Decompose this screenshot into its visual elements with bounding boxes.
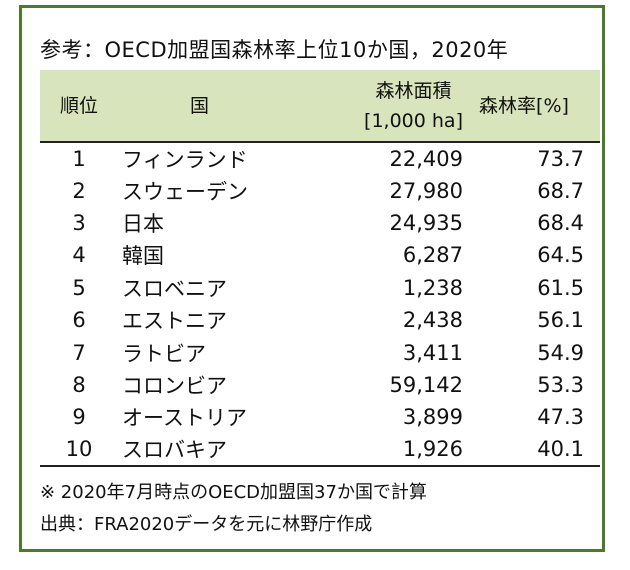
- cell-rank: 1: [72, 146, 86, 171]
- table-row: 4 韓国 6,287 64.5: [40, 239, 600, 271]
- cell-area: 27,980: [389, 178, 463, 203]
- header-rate: 森林率[%]: [463, 70, 600, 143]
- table-row: 9 オーストリア 3,899 47.3: [40, 401, 600, 433]
- cell-rate: 64.5: [537, 243, 584, 268]
- forest-rate-table: 順位 国 森林面積 [1,000 ha] 森林率[%] 1 フィンランド 22,40…: [40, 70, 600, 467]
- page-title: 参考：OECD加盟国森林率上位10か国，2020年: [40, 38, 509, 62]
- table-row: 6 エストニア 2,438 56.1: [40, 304, 600, 336]
- cell-country: エストニア: [122, 309, 227, 334]
- cell-rank: 4: [72, 243, 86, 268]
- header-rank: 順位: [40, 70, 118, 143]
- table-body: 1 フィンランド 22,409 73.7 2 スウェーデン 27,980 68.7 3 日本 24,…: [40, 142, 600, 467]
- header-country: 国: [118, 70, 282, 143]
- cell-rank: 5: [72, 275, 86, 300]
- cell-rate: 47.3: [537, 405, 584, 430]
- table-row: 8 コロンビア 59,142 53.3: [40, 369, 600, 401]
- header-area-line2: [1,000 ha]: [364, 109, 463, 132]
- cell-country: スウェーデン: [122, 179, 248, 204]
- cell-area: 59,142: [389, 372, 463, 397]
- table-row: 3 日本 24,935 68.4: [40, 207, 600, 239]
- cell-rate: 56.1: [537, 308, 584, 333]
- cell-country: スロベニア: [122, 276, 227, 301]
- footnote: ※ 2020年7月時点のOECD加盟国37か国で計算: [40, 482, 427, 503]
- table-row: 1 フィンランド 22,409 73.7: [40, 142, 600, 174]
- header-area-line1: 森林面積: [375, 79, 452, 102]
- cell-rate: 73.7: [537, 146, 584, 171]
- cell-area: 22,409: [389, 146, 463, 171]
- cell-area: 1,238: [402, 275, 463, 300]
- cell-area: 3,899: [402, 405, 463, 430]
- cell-rate: 68.7: [537, 178, 584, 203]
- cell-rank: 7: [72, 340, 86, 365]
- cell-rate: 40.1: [463, 433, 600, 467]
- cell-rank: 2: [72, 178, 86, 203]
- cell-rank: 3: [72, 210, 86, 235]
- table-row: 2 スウェーデン 27,980 68.7: [40, 174, 600, 206]
- table-row: 10 スロバキア 1,926 40.1: [40, 433, 600, 467]
- cell-country: スロバキア: [118, 433, 282, 467]
- header-area: 森林面積 [1,000 ha]: [282, 70, 463, 143]
- cell-country: コロンビア: [122, 373, 227, 398]
- cell-country: オーストリア: [122, 406, 247, 431]
- cell-rank: 6: [72, 308, 86, 333]
- cell-rate: 61.5: [537, 275, 584, 300]
- cell-country: 韓国: [122, 244, 164, 269]
- header-row: 順位 国 森林面積 [1,000 ha] 森林率[%]: [40, 70, 600, 143]
- cell-area: 3,411: [402, 340, 463, 365]
- cell-area: 24,935: [389, 210, 463, 235]
- cell-rate: 54.9: [537, 340, 584, 365]
- cell-country: 日本: [122, 211, 164, 236]
- cell-rate: 68.4: [537, 210, 584, 235]
- source-note: 出典：FRA2020データを元に林野庁作成: [40, 514, 373, 535]
- cell-rate: 53.3: [537, 372, 584, 397]
- header-area-text: 森林面積 [1,000 ha]: [364, 76, 463, 136]
- cell-country: ラトビア: [122, 341, 206, 366]
- cell-rank: 10: [40, 433, 118, 467]
- table-row: 7 ラトビア 3,411 54.9: [40, 336, 600, 368]
- cell-area: 2,438: [402, 308, 463, 333]
- cell-rank: 9: [72, 405, 86, 430]
- table-row: 5 スロベニア 1,238 61.5: [40, 272, 600, 304]
- cell-rank: 8: [72, 372, 86, 397]
- cell-area: 1,926: [282, 433, 463, 467]
- cell-country: フィンランド: [122, 147, 248, 172]
- table-header: 順位 国 森林面積 [1,000 ha] 森林率[%]: [40, 70, 600, 143]
- cell-area: 6,287: [402, 243, 463, 268]
